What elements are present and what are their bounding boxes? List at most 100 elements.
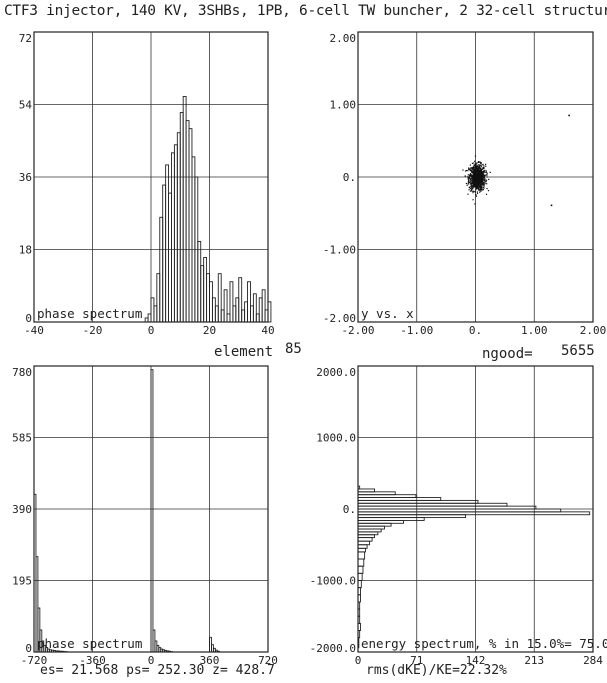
scatter-point: [481, 180, 483, 182]
scatter-point: [472, 192, 474, 194]
scatter-point: [475, 172, 477, 174]
scatter-point: [474, 173, 476, 175]
scatter-point: [479, 169, 481, 171]
scatter-point: [480, 174, 482, 176]
scatter-point: [485, 193, 488, 195]
scatter-point: [482, 180, 484, 182]
y-tick-label: -2000.0: [310, 642, 356, 655]
scatter-point: [471, 169, 473, 171]
scatter-point: [472, 172, 475, 174]
y-tick-label: 18: [19, 244, 32, 257]
plot-top-left: [33, 31, 272, 323]
scatter-point: [481, 187, 483, 189]
scatter-point: [474, 181, 476, 183]
scatter-point: [480, 173, 482, 175]
scatter-point: [476, 177, 478, 179]
scatter-point: [475, 171, 477, 173]
scatter-point: [471, 167, 473, 169]
y-tick-label: 2.00: [330, 32, 357, 45]
scatter-point: [480, 166, 482, 168]
scatter-point: [476, 175, 478, 177]
scatter-point: [468, 167, 470, 169]
scatter-point: [482, 183, 485, 185]
energy-bin: [357, 537, 373, 542]
scatter-point: [468, 179, 470, 181]
histogram-bin: [267, 301, 272, 323]
scatter-point: [486, 172, 488, 174]
scatter-point: [476, 187, 478, 189]
scatter-point: [468, 189, 470, 191]
scatter-point: [467, 170, 469, 172]
scatter-point: [483, 165, 485, 167]
scatter-point: [475, 167, 477, 169]
scatter-point: [472, 199, 474, 201]
scatter-point: [474, 185, 477, 187]
scatter-point: [469, 178, 471, 180]
scatter-point: [483, 187, 485, 189]
x-tick-label: 0: [148, 324, 155, 337]
y-tick-label: 1000.0: [316, 432, 356, 445]
histogram-bin: [261, 289, 266, 323]
scatter-point: [484, 179, 486, 181]
scatter-point: [479, 180, 482, 182]
scatter-point: [476, 192, 479, 195]
energy-bin: [357, 644, 360, 649]
scatter-point: [482, 181, 484, 184]
scatter-point: [482, 178, 484, 180]
scatter-point: [477, 174, 480, 176]
scatter-point: [477, 161, 480, 163]
scatter-point: [477, 179, 479, 181]
scatter-point: [472, 177, 475, 179]
x-tick-label: -2.00: [341, 324, 374, 337]
scatter-point: [479, 191, 481, 193]
scatter-point: [488, 178, 490, 181]
scatter-point: [465, 169, 468, 172]
scatter-point: [475, 178, 477, 180]
scatter-point: [480, 178, 482, 180]
scatter-point: [473, 174, 475, 176]
scatter-point: [468, 168, 470, 171]
scatter-point: [474, 171, 476, 173]
energy-bin: [357, 572, 363, 581]
scatter-point: [480, 177, 482, 179]
scatter-point: [477, 183, 479, 185]
scatter-point: [476, 180, 478, 182]
x-tick-label: 71: [410, 654, 423, 667]
scatter-point: [467, 178, 469, 180]
scatter-point: [482, 182, 484, 184]
scatter-point: [479, 182, 482, 184]
scatter-point: [478, 169, 480, 171]
scatter-point: [479, 181, 481, 184]
scatter-point: [487, 189, 490, 192]
scatter-point: [474, 191, 476, 193]
scatter-point: [476, 183, 479, 185]
scatter-point: [472, 190, 474, 192]
x-tick-label: 1.00: [521, 324, 548, 337]
scatter-point: [476, 183, 478, 186]
scatter-point: [470, 180, 472, 182]
scatter-point: [473, 174, 475, 177]
scatter-point: [470, 187, 473, 189]
scatter-point: [476, 170, 478, 172]
y-tick-label: 54: [19, 99, 33, 112]
scatter-point: [477, 172, 479, 174]
scatter-point: [473, 180, 475, 183]
scatter-point: [476, 164, 478, 166]
scatter-point: [484, 178, 486, 180]
scatter-point: [471, 180, 474, 182]
scatter-point: [476, 184, 479, 186]
scatter-point: [478, 180, 480, 182]
scatter-point: [474, 182, 477, 184]
scatter-point: [470, 174, 472, 176]
scatter-point: [479, 166, 481, 169]
scatter-point: [482, 185, 484, 187]
scatter-point: [479, 184, 481, 187]
scatter-point: [480, 178, 482, 181]
scatter-point: [467, 183, 469, 185]
scatter-point: [474, 160, 476, 162]
scatter-point: [477, 166, 479, 168]
scatter-point: [485, 174, 487, 176]
y-tick-label: 0: [25, 312, 32, 325]
scatter-point: [483, 176, 485, 178]
